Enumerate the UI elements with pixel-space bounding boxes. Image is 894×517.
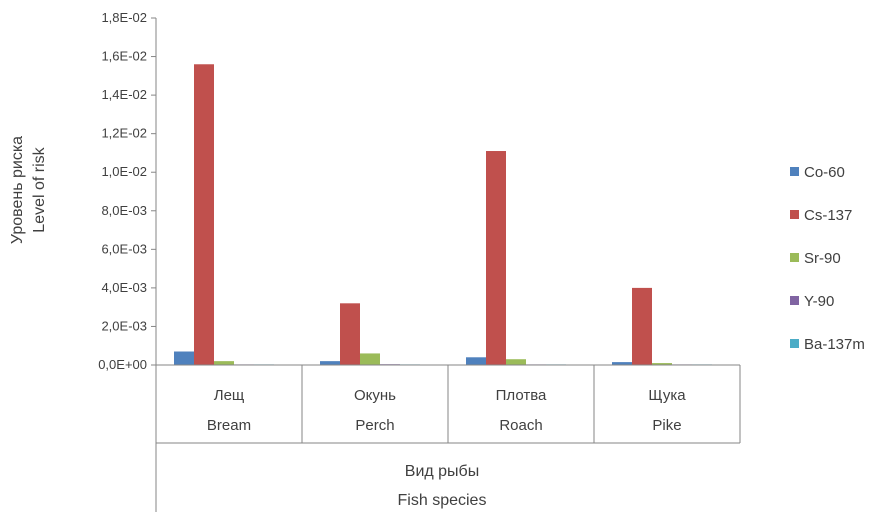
y-axis-title-line2: Level of risk (31, 146, 48, 232)
y-axis-ticks: 0,0E+00 2,0E-03 4,0E-03 6,0E-03 8,0E-03 1,0E-… (98, 10, 156, 372)
y-tick-label: 4,0E-03 (101, 280, 147, 295)
y-tick-label: 1,2E-02 (101, 126, 147, 141)
category-label-ru: Лещ (214, 387, 245, 404)
legend-swatch-ba-137m (790, 339, 799, 348)
legend-swatch-co-60 (790, 167, 799, 176)
bar-sr-90-0 (214, 361, 234, 365)
category-label-en: Pike (652, 417, 681, 434)
y-tick-label: 6,0E-03 (101, 241, 147, 256)
legend-swatch-cs-137 (790, 210, 799, 219)
y-tick-label: 1,0E-02 (101, 164, 147, 179)
bar-sr-90-3 (652, 363, 672, 365)
legend: Co-60 Cs-137 Sr-90 Y-90 Ba-137m (790, 164, 865, 353)
y-tick-label: 1,6E-02 (101, 49, 147, 64)
y-tick-label: 1,8E-02 (101, 10, 147, 25)
y-tick-label: 0,0E+00 (98, 357, 147, 372)
legend-label: Co-60 (804, 164, 845, 181)
bar-co-60-2 (466, 357, 486, 365)
bar-cs-137-3 (632, 287, 652, 365)
y-tick-label: 8,0E-03 (101, 203, 147, 218)
bar-co-60-0 (174, 351, 194, 365)
legend-label: Y-90 (804, 293, 834, 310)
category-label-en: Roach (499, 417, 542, 434)
legend-swatch-sr-90 (790, 253, 799, 262)
bar-co-60-3 (612, 362, 632, 365)
bar-sr-90-1 (360, 353, 380, 365)
category-label-en: Bream (207, 417, 251, 434)
x-axis-title-line2: Fish species (398, 492, 487, 509)
category-label-en: Perch (355, 417, 394, 434)
legend-label: Cs-137 (804, 207, 852, 224)
category-label-ru: Плотва (496, 387, 547, 404)
category-label-ru: Щука (648, 387, 686, 404)
bar-cs-137-2 (486, 151, 506, 365)
category-label-ru: Окунь (354, 387, 396, 404)
bars (174, 64, 712, 366)
legend-swatch-y-90 (790, 296, 799, 305)
x-axis-title-line1: Вид рыбы (405, 463, 479, 480)
x-axis-categories: Лещ Bream Окунь Perch Плотва Roach Щука Pike (156, 365, 741, 444)
y-axis-title-line1: Уровень риска (9, 136, 26, 244)
legend-label: Sr-90 (804, 250, 841, 267)
bar-cs-137-0 (194, 64, 214, 366)
y-tick-label: 1,4E-02 (101, 87, 147, 102)
legend-label: Ba-137m (804, 336, 865, 353)
y-tick-label: 2,0E-03 (101, 318, 147, 333)
bar-cs-137-1 (340, 303, 360, 365)
bar-co-60-1 (320, 361, 340, 365)
bar-sr-90-2 (506, 359, 526, 365)
